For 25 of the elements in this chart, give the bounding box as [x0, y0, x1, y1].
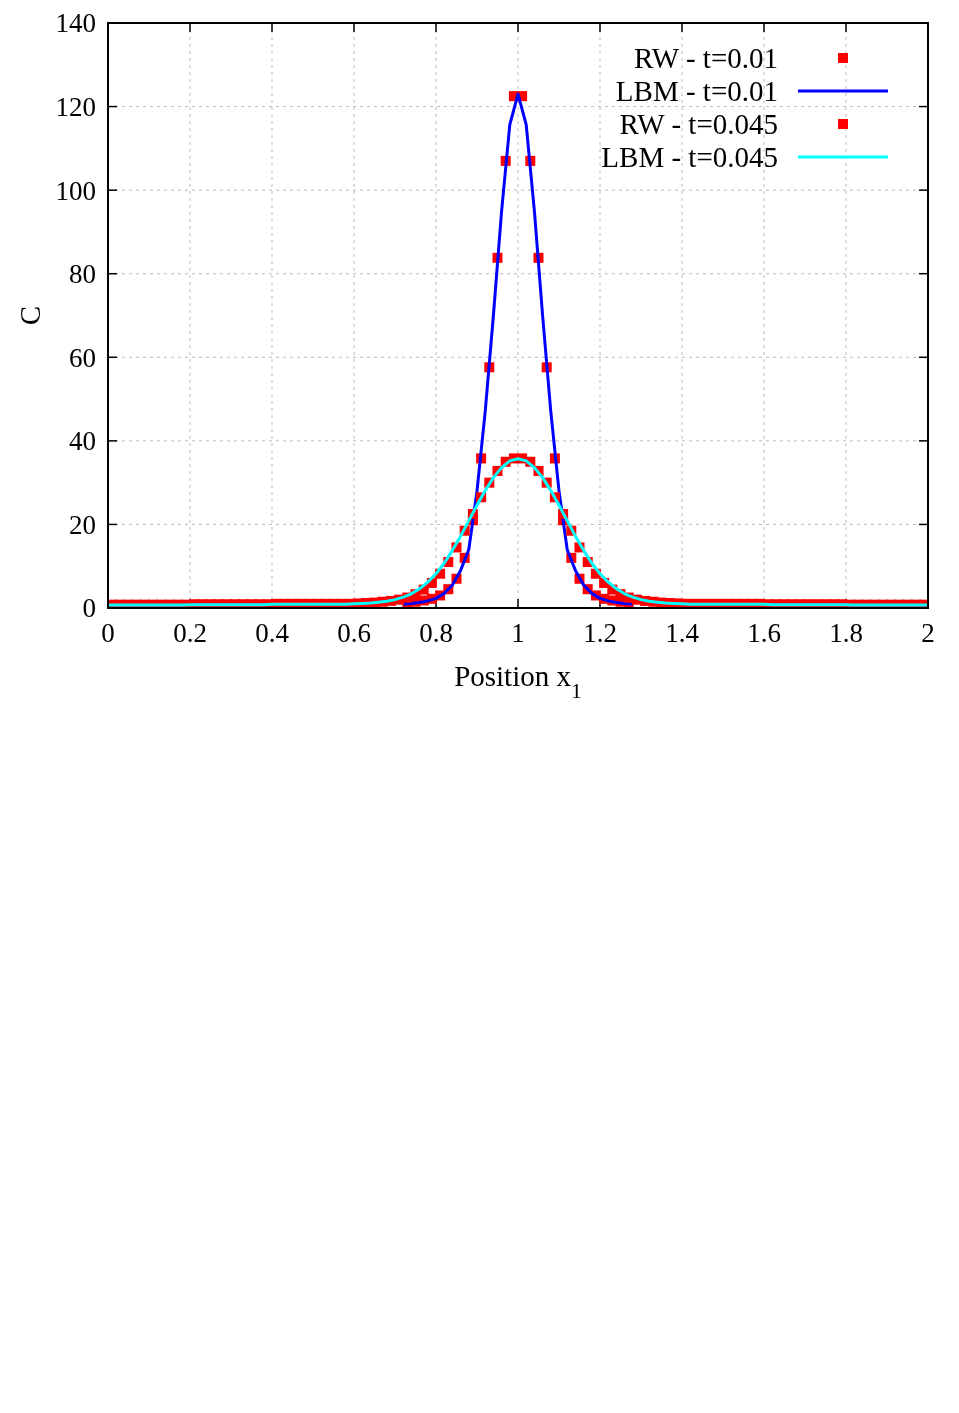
x-tick-label: 0	[101, 618, 115, 648]
x-tick-label: 1	[511, 618, 525, 648]
y-tick-label: 120	[55, 92, 96, 123]
legend-label: LBM - t=0.045	[601, 141, 778, 174]
y-tick-label: 140	[55, 8, 96, 39]
x-tick-label: 1.2	[583, 618, 617, 648]
x-tick-label: 0.6	[337, 618, 371, 648]
x-tick-label: 1.4	[665, 618, 700, 648]
y-tick-label: 0	[82, 593, 96, 624]
x-tick-label: 1.8	[829, 618, 863, 648]
x-tick-label: 0.2	[173, 618, 207, 648]
legend-label: LBM - t=0.01	[615, 75, 778, 108]
y-tick-label: 100	[55, 175, 96, 206]
y-axis-title: C	[14, 305, 47, 326]
x-tick-label: 0.4	[255, 618, 290, 648]
legend-label: RW - t=0.01	[634, 42, 778, 75]
y-tick-label: 80	[69, 259, 96, 290]
y-tick-label: 40	[69, 426, 96, 457]
y-tick-label: 60	[69, 342, 96, 373]
x-axis-title: Position x$_{1}$	[454, 660, 582, 703]
x-tick-label: 2	[921, 618, 935, 648]
x-tick-label: 1.6	[747, 618, 781, 648]
y-tick-label: 20	[69, 509, 96, 540]
x-tick-label: 0.8	[419, 618, 453, 648]
legend-label: RW - t=0.045	[619, 108, 778, 141]
